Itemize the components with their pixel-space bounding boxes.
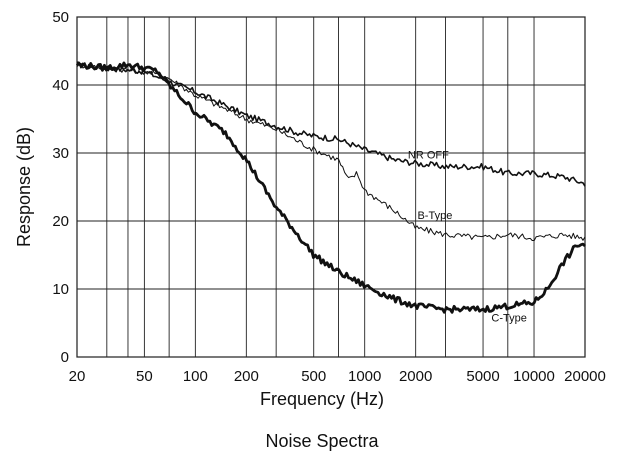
x-tick-label: 100	[183, 368, 208, 385]
series-lines	[75, 61, 586, 314]
curve-label: C-Type	[491, 313, 526, 325]
curve-annotations: NR OFF B-Type C-Type	[408, 149, 527, 324]
chart-title: Noise Spectra	[265, 431, 379, 451]
curve-label: B-Type	[417, 210, 452, 222]
y-tick-labels: 0 10 20 30 40 50	[52, 9, 69, 366]
x-tick-label: 1000	[348, 368, 381, 385]
x-tick-label: 50	[136, 368, 153, 385]
series-line-b-type	[76, 62, 586, 241]
y-axis-title: Response (dB)	[14, 127, 34, 247]
x-tick-label: 10000	[513, 368, 555, 385]
x-tick-label: 500	[301, 368, 326, 385]
series-line-nr-off	[76, 61, 586, 187]
x-tick-label: 200	[234, 368, 259, 385]
x-tick-label: 2000	[399, 368, 432, 385]
y-tick-label: 50	[52, 9, 69, 26]
curve-label: NR OFF	[408, 149, 449, 161]
grid-lines	[76, 16, 586, 358]
x-tick-label: 5000	[466, 368, 499, 385]
y-tick-label: 20	[52, 213, 69, 230]
x-tick-label: 20	[69, 368, 86, 385]
x-tick-labels: 20 50 100 200 500 1000 2000 5000 10000 20000	[69, 368, 606, 385]
x-tick-label: 20000	[564, 368, 606, 385]
y-tick-label: 10	[52, 281, 69, 298]
x-axis-title: Frequency (Hz)	[260, 389, 384, 409]
y-tick-label: 40	[52, 77, 69, 94]
y-tick-label: 30	[52, 145, 69, 162]
series-line-c-type	[75, 61, 586, 314]
y-tick-label: 0	[61, 349, 69, 366]
